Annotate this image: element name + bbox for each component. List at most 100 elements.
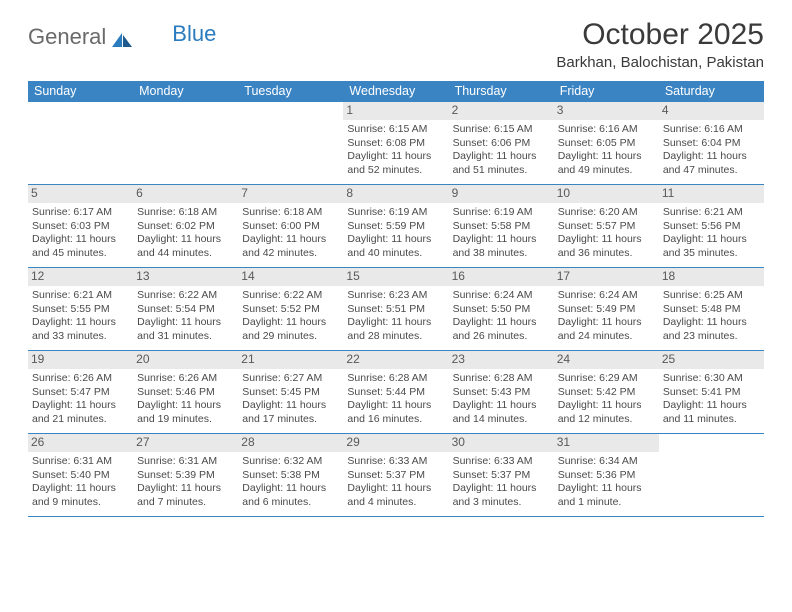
sunset-text: Sunset: 6:03 PM [32,220,129,233]
daylight-text: Daylight: 11 hours and 4 minutes. [347,482,444,509]
daylight-text: Daylight: 11 hours and 26 minutes. [453,316,550,343]
logo-blue: Blue [172,21,216,47]
calendar-cell: 26Sunrise: 6:31 AMSunset: 5:40 PMDayligh… [28,434,133,516]
week-row: 26Sunrise: 6:31 AMSunset: 5:40 PMDayligh… [28,434,764,517]
day-number: 24 [554,351,659,369]
calendar-cell: 10 Sunrise: 6:20 AMSunset: 5:57 PMDayligh… [554,185,659,267]
sunrise-text: Sunrise: 6:20 AM [558,206,655,219]
daylight-text: Daylight: 11 hours and 35 minutes. [663,233,760,260]
calendar-cell: 21Sunrise: 6:27 AMSunset: 5:45 PMDayligh… [238,351,343,433]
calendar-cell: 13 Sunrise: 6:22 AMSunset: 5:54 PMDayligh… [133,268,238,350]
daylight-text: Daylight: 11 hours and 14 minutes. [453,399,550,426]
calendar-cell: 31Sunrise: 6:34 AMSunset: 5:36 PMDayligh… [554,434,659,516]
sunrise-text: Sunrise: 6:32 AM [242,455,339,468]
calendar-cell: 20Sunrise: 6:26 AMSunset: 5:46 PMDayligh… [133,351,238,433]
sunrise-text: Sunrise: 6:34 AM [558,455,655,468]
sunset-text: Sunset: 5:48 PM [663,303,760,316]
day-number: 3 [554,102,659,120]
day-number: 4 [659,102,764,120]
sunrise-text: Sunrise: 6:15 AM [453,123,550,136]
sunrise-text: Sunrise: 6:28 AM [347,372,444,385]
sunset-text: Sunset: 5:38 PM [242,469,339,482]
calendar-cell: 23Sunrise: 6:28 AMSunset: 5:43 PMDayligh… [449,351,554,433]
sunset-text: Sunset: 6:08 PM [347,137,444,150]
sunset-text: Sunset: 5:50 PM [453,303,550,316]
calendar-cell: 4Sunrise: 6:16 AMSunset: 6:04 PMDaylight… [659,102,764,184]
daylight-text: Daylight: 11 hours and 31 minutes. [137,316,234,343]
sunset-text: Sunset: 5:57 PM [558,220,655,233]
calendar-cell: 29Sunrise: 6:33 AMSunset: 5:37 PMDayligh… [343,434,448,516]
day-headers-row: SundayMondayTuesdayWednesdayThursdayFrid… [28,81,764,102]
daylight-text: Daylight: 11 hours and 21 minutes. [32,399,129,426]
sunrise-text: Sunrise: 6:17 AM [32,206,129,219]
sunrise-text: Sunrise: 6:19 AM [347,206,444,219]
calendar-cell: 6Sunrise: 6:18 AMSunset: 6:02 PMDaylight… [133,185,238,267]
sunset-text: Sunset: 5:54 PM [137,303,234,316]
daylight-text: Daylight: 11 hours and 19 minutes. [137,399,234,426]
calendar-cell: 19Sunrise: 6:26 AMSunset: 5:47 PMDayligh… [28,351,133,433]
day-number: 2 [449,102,554,120]
logo-general: General [28,24,106,50]
daylight-text: Daylight: 11 hours and 33 minutes. [32,316,129,343]
daylight-text: Daylight: 11 hours and 36 minutes. [558,233,655,260]
calendar-cell: 28Sunrise: 6:32 AMSunset: 5:38 PMDayligh… [238,434,343,516]
calendar-cell: 2Sunrise: 6:15 AMSunset: 6:06 PMDaylight… [449,102,554,184]
calendar-cell: 14Sunrise: 6:22 AMSunset: 5:52 PMDayligh… [238,268,343,350]
day-number: 27 [133,434,238,452]
day-number: 13 [133,268,238,286]
sunset-text: Sunset: 5:43 PM [453,386,550,399]
daylight-text: Daylight: 11 hours and 28 minutes. [347,316,444,343]
sunset-text: Sunset: 5:44 PM [347,386,444,399]
sunset-text: Sunset: 5:36 PM [558,469,655,482]
sunset-text: Sunset: 5:51 PM [347,303,444,316]
location: Barkhan, Balochistan, Pakistan [556,54,764,71]
calendar-cell: 7Sunrise: 6:18 AMSunset: 6:00 PMDaylight… [238,185,343,267]
daylight-text: Daylight: 11 hours and 38 minutes. [453,233,550,260]
calendar-cell: 16Sunrise: 6:24 AMSunset: 5:50 PMDayligh… [449,268,554,350]
calendar-cell [238,102,343,184]
daylight-text: Daylight: 11 hours and 12 minutes. [558,399,655,426]
day-number: 18 [659,268,764,286]
logo-sail-icon [110,31,134,54]
sunrise-text: Sunrise: 6:26 AM [32,372,129,385]
day-number: 1 [343,102,448,120]
day-number: 17 [554,268,659,286]
sunrise-text: Sunrise: 6:33 AM [453,455,550,468]
calendar-cell: 3Sunrise: 6:16 AMSunset: 6:05 PMDaylight… [554,102,659,184]
daylight-text: Daylight: 11 hours and 24 minutes. [558,316,655,343]
calendar-cell: 24Sunrise: 6:29 AMSunset: 5:42 PMDayligh… [554,351,659,433]
page-header: General Blue October 2025 Barkhan, Baloc… [28,18,764,71]
sunrise-text: Sunrise: 6:21 AM [663,206,760,219]
day-number: 11 [659,185,764,203]
daylight-text: Daylight: 11 hours and 17 minutes. [242,399,339,426]
calendar-cell: 8Sunrise: 6:19 AMSunset: 5:59 PMDaylight… [343,185,448,267]
day-number: 10 [554,185,659,203]
sunrise-text: Sunrise: 6:22 AM [242,289,339,302]
day-number: 7 [238,185,343,203]
sunset-text: Sunset: 5:40 PM [32,469,129,482]
sunrise-text: Sunrise: 6:18 AM [137,206,234,219]
sunrise-text: Sunrise: 6:24 AM [453,289,550,302]
sunrise-text: Sunrise: 6:22 AM [137,289,234,302]
day-header: Friday [554,81,659,102]
sunrise-text: Sunrise: 6:28 AM [453,372,550,385]
sunset-text: Sunset: 5:47 PM [32,386,129,399]
sunrise-text: Sunrise: 6:18 AM [242,206,339,219]
day-number: 8 [343,185,448,203]
calendar-cell: 11Sunrise: 6:21 AMSunset: 5:56 PMDayligh… [659,185,764,267]
day-number: 6 [133,185,238,203]
daylight-text: Daylight: 11 hours and 45 minutes. [32,233,129,260]
sunrise-text: Sunrise: 6:16 AM [663,123,760,136]
calendar: SundayMondayTuesdayWednesdayThursdayFrid… [28,81,764,517]
sunrise-text: Sunrise: 6:16 AM [558,123,655,136]
sunset-text: Sunset: 6:00 PM [242,220,339,233]
sunrise-text: Sunrise: 6:26 AM [137,372,234,385]
sunset-text: Sunset: 5:52 PM [242,303,339,316]
daylight-text: Daylight: 11 hours and 23 minutes. [663,316,760,343]
sunset-text: Sunset: 5:37 PM [347,469,444,482]
day-number: 5 [28,185,133,203]
sunset-text: Sunset: 5:42 PM [558,386,655,399]
sunrise-text: Sunrise: 6:33 AM [347,455,444,468]
calendar-cell: 30Sunrise: 6:33 AMSunset: 5:37 PMDayligh… [449,434,554,516]
sunset-text: Sunset: 5:49 PM [558,303,655,316]
